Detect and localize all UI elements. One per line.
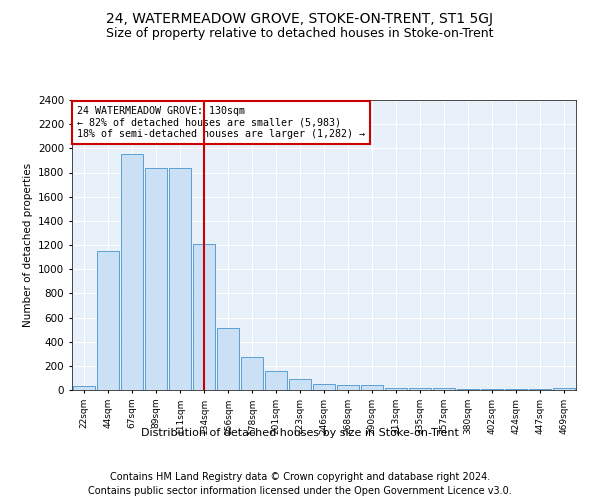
Bar — [241, 358, 263, 390]
Bar — [217, 328, 239, 390]
Bar — [457, 389, 479, 390]
Text: Size of property relative to detached houses in Stoke-on-Trent: Size of property relative to detached ho… — [106, 28, 494, 40]
Bar — [337, 384, 359, 390]
Text: Distribution of detached houses by size in Stoke-on-Trent: Distribution of detached houses by size … — [141, 428, 459, 438]
Bar — [289, 379, 311, 390]
Bar — [169, 168, 191, 390]
Bar — [409, 388, 431, 390]
Text: Contains public sector information licensed under the Open Government Licence v3: Contains public sector information licen… — [88, 486, 512, 496]
Bar — [193, 244, 215, 390]
Bar — [385, 388, 407, 390]
Bar — [433, 388, 455, 390]
Bar — [121, 154, 143, 390]
Y-axis label: Number of detached properties: Number of detached properties — [23, 163, 32, 327]
Bar — [361, 385, 383, 390]
Bar — [145, 168, 167, 390]
Text: 24, WATERMEADOW GROVE, STOKE-ON-TRENT, ST1 5GJ: 24, WATERMEADOW GROVE, STOKE-ON-TRENT, S… — [107, 12, 493, 26]
Bar — [553, 388, 575, 390]
Bar — [97, 251, 119, 390]
Text: Contains HM Land Registry data © Crown copyright and database right 2024.: Contains HM Land Registry data © Crown c… — [110, 472, 490, 482]
Text: 24 WATERMEADOW GROVE: 130sqm
← 82% of detached houses are smaller (5,983)
18% of: 24 WATERMEADOW GROVE: 130sqm ← 82% of de… — [77, 106, 365, 139]
Bar — [481, 389, 503, 390]
Bar — [73, 386, 95, 390]
Bar — [265, 372, 287, 390]
Bar — [313, 384, 335, 390]
